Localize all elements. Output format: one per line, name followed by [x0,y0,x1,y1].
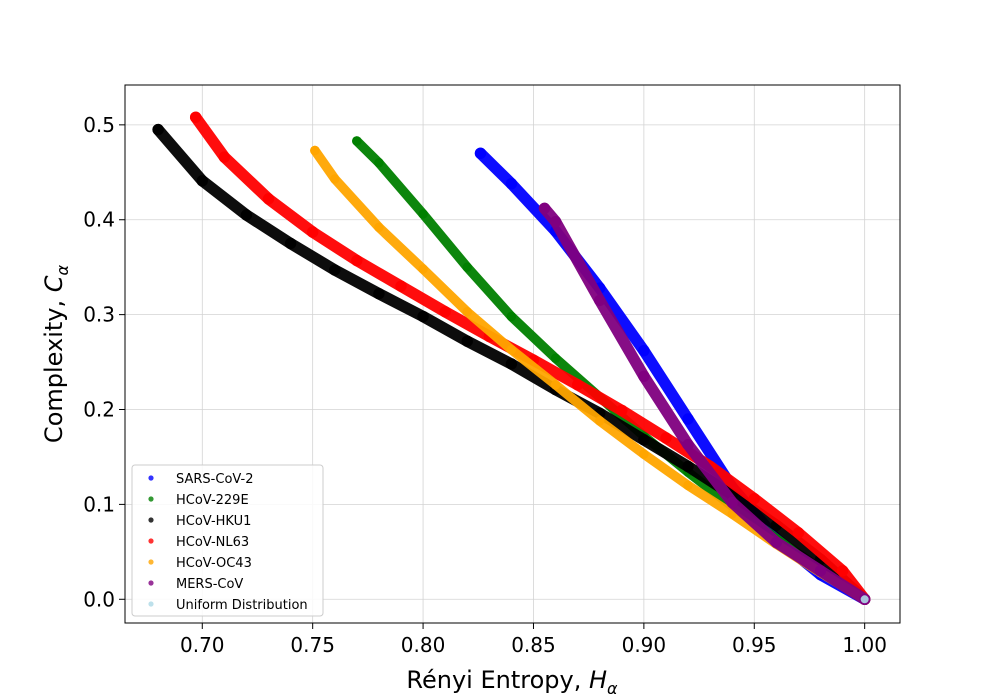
data-point [682,438,694,451]
y-tick-label: 0.3 [83,303,115,327]
data-point [550,380,561,390]
data-point [770,536,783,549]
data-point [748,493,760,505]
legend-marker [148,601,154,607]
data-point [538,202,551,215]
data-point [418,209,428,219]
x-axis-label: Rényi Entropy, Hα [406,666,618,698]
data-point [836,565,849,577]
data-point [240,209,253,221]
y-axis-ticks: 0.0 0.1 0.2 0.3 0.4 0.5 [83,113,125,611]
data-point [506,344,517,355]
data-point [594,416,605,426]
x-tick-label: 0.70 [180,633,225,657]
data-point [505,358,518,370]
legend-label: Uniform Distribution [176,598,308,613]
data-point [351,254,363,267]
series-mers-cov [538,202,871,605]
data-point [395,280,407,292]
data-point [860,595,869,604]
y-axis-label: Complexity, Cα [40,264,72,443]
data-point [329,264,341,276]
data-point [152,123,164,136]
x-tick-label: 0.90 [622,633,667,657]
data-point [474,147,487,160]
data-point [792,527,805,539]
data-point [330,174,340,184]
legend-marker [148,538,154,544]
legend-label: MERS-CoV [176,577,243,592]
data-point [196,175,208,187]
data-point [352,136,362,146]
y-tick-label: 0.1 [83,492,115,516]
data-point [638,370,650,382]
x-tick-label: 0.85 [511,633,556,657]
data-point [417,310,429,323]
x-tick-label: 0.80 [401,633,446,657]
legend-label: HCoV-NL63 [176,535,249,550]
data-point [218,151,231,163]
data-series [152,111,871,605]
legend-label: SARS-CoV-2 [176,472,254,487]
data-point [571,379,584,391]
data-point [506,311,517,322]
legend-label: HCoV-229E [176,493,249,508]
legend: SARS-CoV-2 HCoV-229E HCoV-HKU1 HCoV-NL63 HCo… [131,464,324,617]
legend-label: HCoV-HKU1 [176,514,251,529]
y-tick-label: 0.2 [83,398,115,422]
x-axis-ticks: 0.70 0.75 0.80 0.85 0.90 0.95 1.00 [180,623,887,657]
data-point [439,306,451,318]
data-point [189,111,202,123]
x-tick-label: 1.00 [842,633,887,657]
y-tick-label: 0.5 [83,113,115,137]
data-point [682,413,694,425]
data-point [505,177,518,190]
data-point [726,496,738,509]
x-tick-label: 0.95 [732,633,777,657]
data-point [374,158,384,168]
data-point [373,288,385,300]
data-point [262,193,275,205]
plot-frame [124,84,901,624]
legend-marker [148,475,154,481]
data-point [462,307,472,317]
data-point [638,344,650,357]
legend-marker [148,559,154,565]
data-point [550,353,561,364]
data-point [461,335,473,347]
data-point [418,264,428,274]
data-point [638,434,650,446]
legend-marker [148,496,154,502]
x-tick-label: 0.75 [290,633,335,657]
data-point [594,294,606,307]
y-tick-label: 0.0 [83,587,115,611]
data-point [660,432,672,444]
legend-label: HCoV-OC43 [176,556,252,571]
data-point [284,237,297,250]
data-point [682,460,694,473]
data-point [310,145,320,156]
data-point [462,262,472,272]
data-point [549,215,562,228]
data-point [616,404,628,417]
data-point [374,222,384,233]
data-point [814,565,827,577]
y-tick-label: 0.4 [83,208,115,232]
series-uniform-distribution [860,595,869,604]
legend-marker [148,580,154,586]
legend-box [131,464,324,617]
data-point [639,449,649,459]
data-point [683,480,693,491]
legend-marker [148,517,154,523]
data-point [306,226,319,238]
